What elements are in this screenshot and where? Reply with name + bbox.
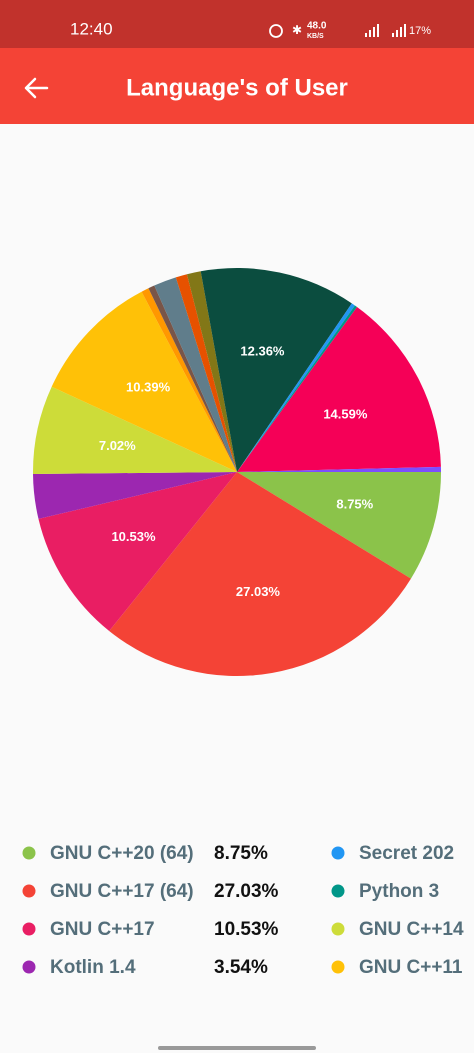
pie-slice: [237, 305, 358, 472]
slice-label: 10.53%: [111, 529, 156, 544]
pie-slice: [141, 288, 237, 472]
legend-dot: [22, 922, 36, 936]
pie-slice: [51, 291, 237, 472]
signal-icons: [365, 24, 406, 37]
pie-slice: [38, 472, 237, 631]
legend-dot: [331, 846, 345, 860]
pie-slice: [237, 472, 441, 579]
legend-name: GNU C++17 (64): [50, 881, 194, 902]
legend-dot: [22, 846, 36, 860]
legend-value: 27.03%: [214, 881, 279, 902]
slice-label: 14.59%: [323, 407, 368, 422]
pie-slice: [237, 303, 355, 472]
legend-dot: [331, 884, 345, 898]
legend-dot: [22, 884, 36, 898]
slice-label: 8.75%: [336, 497, 373, 512]
slice-label: 12.36%: [240, 344, 285, 359]
slice-label: 10.39%: [126, 379, 171, 394]
battery-level: 17%: [409, 25, 431, 37]
pie-slice: [109, 472, 411, 676]
legend-value: 10.53%: [214, 919, 279, 940]
legend-name: GNU C++11: [359, 957, 463, 978]
pie-slice: [148, 285, 237, 472]
pie-slice: [200, 268, 352, 472]
pie-slice: [33, 386, 238, 474]
legend-name: GNU C++17: [50, 919, 155, 940]
status-bar: [0, 0, 474, 48]
legend-name: Kotlin 1.4: [50, 957, 136, 978]
legend-name: Python 3: [359, 881, 439, 902]
app-title: Language's of User: [126, 74, 348, 101]
legend-name: Secret 202: [359, 843, 454, 864]
legend-name: GNU C++14: [359, 919, 464, 940]
net-speed-unit: KB/S: [307, 33, 324, 40]
legend-value: 8.75%: [214, 843, 268, 864]
net-speed: 48.0: [307, 21, 327, 32]
pie-chart: 8.75% 27.03% 10.53% 7.02% 10.39% 12.36% 14.59%: [33, 268, 441, 676]
legend-dot: [331, 922, 345, 936]
pie-slice: [154, 277, 237, 472]
legend: GNU C++20 (64) 8.75% GNU C++17 (64) 27.03% G…: [22, 843, 464, 978]
pie-slice: [33, 472, 237, 519]
pie-slice: [175, 274, 237, 472]
legend-name: GNU C++20 (64): [50, 843, 194, 864]
legend-dot: [331, 960, 345, 974]
status-time: 12:40: [70, 19, 113, 38]
legend-dot: [22, 960, 36, 974]
slice-label: 7.02%: [99, 438, 136, 453]
legend-value: 3.54%: [214, 957, 268, 978]
back-button[interactable]: [24, 77, 49, 99]
pie-slice: [186, 271, 237, 472]
slice-label: 27.03%: [236, 584, 281, 599]
pie-slice: [237, 466, 441, 472]
pie-slice: [237, 307, 441, 472]
bluetooth-icon: ✱: [292, 23, 302, 37]
alarm-icon: [269, 24, 283, 38]
gesture-bar: [158, 1046, 316, 1050]
app-bar: [0, 48, 474, 124]
